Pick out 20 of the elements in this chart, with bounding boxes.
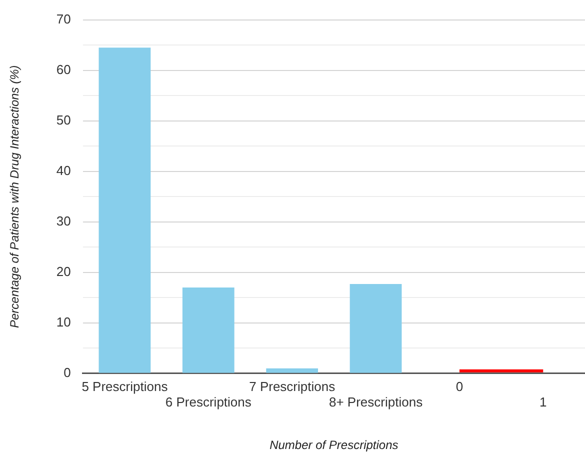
x-tick-label: 7 Prescriptions bbox=[249, 378, 336, 394]
y-tick-label: 10 bbox=[56, 314, 71, 330]
y-tick-label: 40 bbox=[56, 162, 71, 178]
y-tick-label: 20 bbox=[56, 264, 71, 279]
x-axis-title: Number of Prescriptions bbox=[270, 438, 398, 452]
y-tick-label: 0 bbox=[64, 364, 71, 380]
y-axis-title: Percentage of Patients with Drug Interactions (%) bbox=[8, 65, 22, 328]
y-tick-label: 60 bbox=[56, 62, 71, 77]
bar bbox=[98, 48, 151, 373]
bar bbox=[350, 284, 402, 373]
bar bbox=[182, 288, 234, 373]
y-tick-label: 50 bbox=[56, 112, 71, 128]
y-tick-label: 70 bbox=[56, 11, 71, 26]
x-tick-label: 8+ Prescriptions bbox=[328, 394, 424, 410]
x-tick-label: 1 bbox=[540, 394, 547, 410]
y-tick-label: 30 bbox=[56, 213, 71, 228]
x-tick-label: 6 Prescriptions bbox=[165, 394, 252, 410]
x-tick-label: 0 bbox=[456, 378, 464, 394]
x-tick-label: 5 Prescriptions bbox=[82, 378, 168, 394]
bar bbox=[266, 368, 318, 373]
